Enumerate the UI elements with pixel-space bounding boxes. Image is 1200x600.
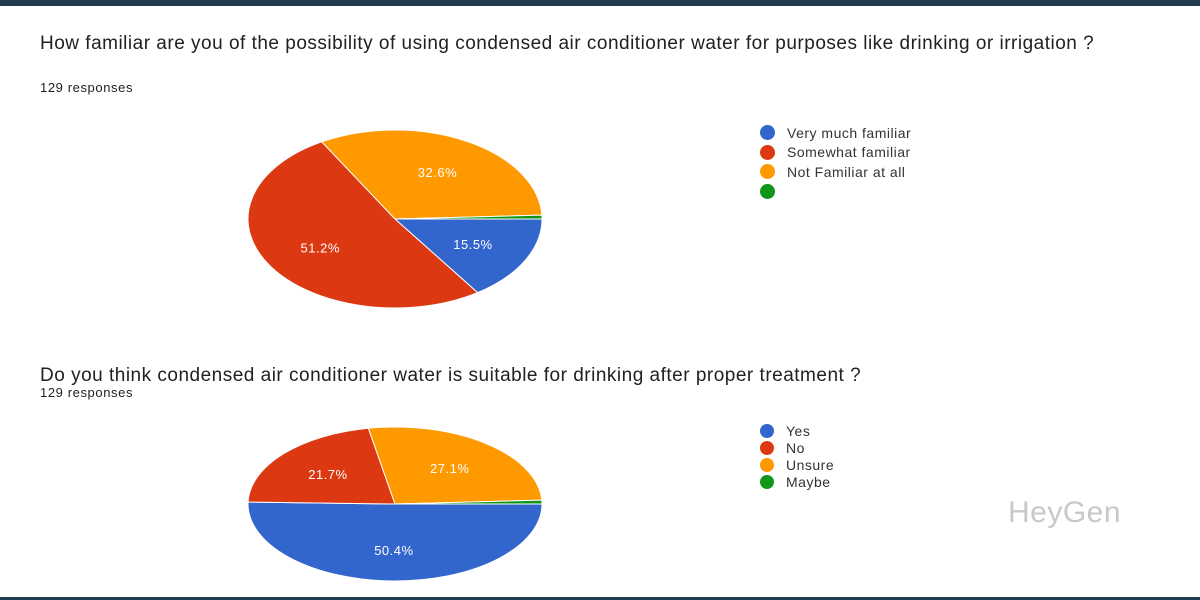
chart-2-legend-swatch-4 [760, 474, 774, 489]
chart-2-slice-2 [247, 427, 396, 505]
chart-1-legend-item-3: Not Familiar at all [760, 162, 911, 182]
chart-1-legend-item-1: Very much familiar [760, 123, 911, 143]
chart-1-slice-label-1: 15.5% [453, 237, 492, 252]
chart-2-legend-label-1: Yes [786, 422, 811, 439]
chart-1-legend-item-4 [760, 182, 911, 202]
chart-2-legend-label-4: Maybe [786, 473, 831, 490]
chart-1-slice-label-3: 32.6% [418, 165, 457, 180]
chart-2-title: Do you think condensed air conditioner w… [40, 365, 862, 386]
chart-1-legend-swatch-3 [760, 164, 775, 180]
chart-2-slice-label-1: 50.4% [374, 543, 413, 558]
chart-2-legend: Yes No Unsure Maybe [760, 422, 834, 490]
chart-1-slice-3 [320, 130, 543, 220]
chart-2-legend-item-4: Maybe [760, 473, 834, 490]
chart-2-legend-swatch-2 [760, 440, 774, 455]
chart-1-legend-label-3: Not Familiar at all [787, 163, 906, 180]
chart-2-slice-label-2: 21.7% [308, 467, 347, 482]
chart-1-legend-label-2: Somewhat familiar [787, 144, 911, 161]
chart-2-slice-1 [247, 501, 543, 582]
chart-1-legend-swatch-1 [760, 125, 775, 141]
chart-2-pie: 50.4% 21.7% 27.1% [247, 426, 543, 582]
chart-2-legend-swatch-3 [760, 457, 774, 472]
chart-2-legend-label-2: No [786, 439, 805, 456]
chart-1-title: How familiar are you of the possibility … [40, 33, 1095, 54]
chart-1-slice-4 [394, 214, 543, 220]
chart-1-response-count: 129 responses [40, 80, 134, 95]
chart-2-response-count: 129 responses [40, 385, 134, 400]
chart-1-legend-swatch-4 [760, 183, 775, 199]
chart-2-legend-item-3: Unsure [760, 456, 834, 473]
chart-2-legend-swatch-1 [760, 423, 774, 438]
chart-2-slice-3 [367, 426, 543, 505]
chart-1-slice-2 [247, 141, 479, 309]
chart-1-legend: Very much familiar Somewhat familiar Not F… [760, 123, 911, 201]
bottom-border [0, 597, 1200, 600]
chart-2-legend-label-3: Unsure [786, 456, 835, 473]
chart-2-slice-4 [394, 499, 543, 505]
top-border [0, 0, 1200, 6]
chart-1-slice-label-2: 51.2% [301, 240, 340, 255]
chart-1-legend-swatch-2 [760, 144, 775, 160]
chart-2-slice-label-3: 27.1% [430, 461, 469, 476]
chart-2-legend-item-1: Yes [760, 422, 834, 439]
chart-1-legend-item-2: Somewhat familiar [760, 143, 911, 163]
heygen-watermark: HeyGen [1008, 496, 1122, 529]
chart-1-pie: 15.5% 51.2% 32.6% [247, 130, 543, 309]
chart-1-legend-label-1: Very much familiar [787, 124, 912, 141]
chart-1-slice-1 [393, 218, 543, 294]
chart-2-legend-item-2: No [760, 439, 834, 456]
